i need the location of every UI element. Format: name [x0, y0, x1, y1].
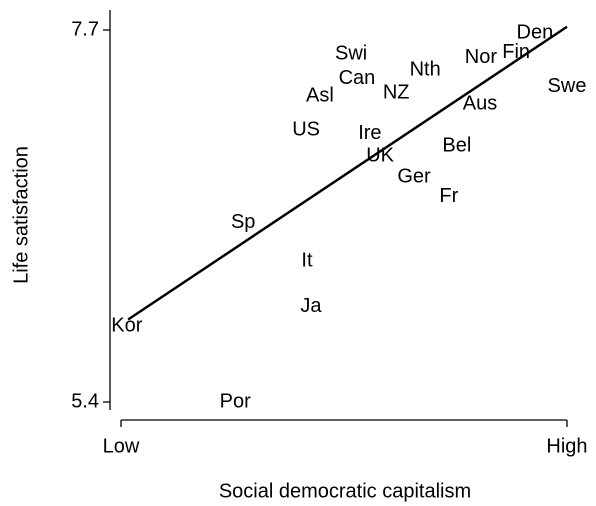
point-label: Nor: [465, 46, 498, 68]
point-label: Ger: [397, 165, 431, 187]
point-label: Fin: [502, 41, 530, 63]
point-label: Sp: [231, 211, 255, 233]
point-label: Asl: [306, 85, 334, 107]
point-label: Ire: [358, 122, 381, 144]
x-tick-label: High: [546, 435, 587, 457]
point-label: Swe: [548, 75, 587, 97]
point-label: Por: [220, 390, 251, 412]
y-tick-label: 5.4: [71, 390, 99, 412]
fit-line: [127, 25, 568, 321]
point-label: US: [292, 119, 320, 141]
x-tick-label: Low: [103, 435, 140, 457]
point-label: Ja: [300, 295, 322, 317]
point-label: Swi: [335, 43, 367, 65]
point-label: It: [301, 250, 313, 272]
point-label: Den: [517, 22, 554, 44]
y-tick-label: 7.7: [71, 18, 99, 40]
point-label: Bel: [442, 135, 471, 157]
point-label: UK: [366, 144, 394, 166]
point-label: Kor: [111, 314, 142, 336]
point-label: Can: [339, 67, 376, 89]
point-label: Fr: [439, 185, 458, 207]
point-label: Nth: [410, 59, 441, 81]
point-label: Aus: [463, 93, 497, 115]
y-axis-title: Life satisfaction: [10, 146, 32, 284]
x-axis-title: Social democratic capitalism: [219, 480, 471, 502]
point-label: NZ: [383, 81, 410, 103]
